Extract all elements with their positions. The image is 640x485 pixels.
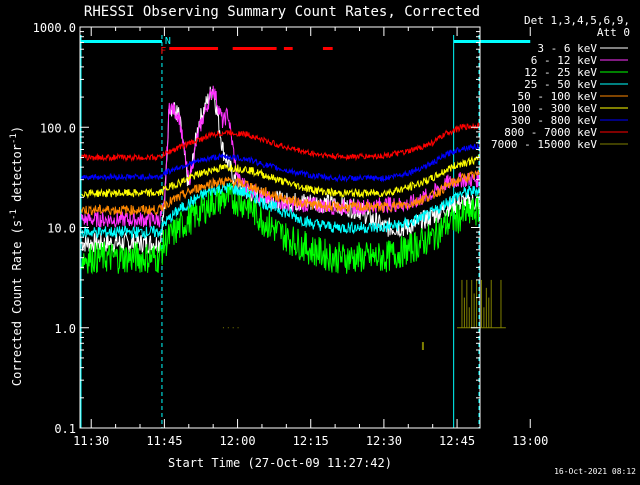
legend-label-8: 7000 - 15000 keV [491, 138, 597, 151]
x-axis-label: Start Time (27-Oct-09 11:27:42) [168, 456, 392, 470]
legend-label-0: 3 - 6 keV [537, 42, 597, 55]
series-line-0 [81, 86, 480, 255]
flag-label: N [165, 36, 171, 47]
y-axis-label-mid: detector [10, 144, 24, 209]
y-axis-label-end: ) [10, 126, 24, 133]
legend-label-7: 800 - 7000 keV [504, 126, 597, 139]
legend-header-line1: Det 1,3,4,5,6,9, [524, 14, 630, 27]
flare-bar-3 [322, 47, 333, 50]
x-tick-label-0: 11:30 [73, 434, 109, 448]
y-axis-label: Corrected Count Rate (s-1 detector-1) [9, 126, 24, 386]
y-tick-label-4: 0.1 [54, 422, 76, 436]
flare-bar-2 [283, 47, 293, 50]
x-tick-label-4: 12:30 [366, 434, 402, 448]
x-tick-label-3: 12:15 [293, 434, 329, 448]
legend-label-5: 100 - 300 keV [511, 102, 597, 115]
y-tick-label-3: 1.0 [54, 322, 76, 336]
series-line-3 [81, 182, 480, 240]
series-line-1 [81, 85, 480, 228]
background-dot-1 [227, 327, 229, 329]
footer-timestamp: 16-Oct-2021 08:12 [554, 467, 636, 476]
series-line-2 [81, 182, 480, 275]
attenuator-bar-1 [453, 40, 531, 43]
flare-bar-0 [169, 47, 219, 50]
x-tick-label-1: 11:45 [146, 434, 182, 448]
y-axis-label-sup2: -1 [9, 133, 19, 144]
series-line-6 [81, 143, 480, 183]
x-tick-label-6: 13:00 [512, 434, 548, 448]
legend-label-3: 25 - 50 keV [524, 78, 597, 91]
legend-label-4: 50 - 100 keV [518, 90, 598, 103]
legend-label-1: 6 - 12 keV [531, 54, 598, 67]
legend-label-6: 300 - 800 keV [511, 114, 597, 127]
background-dot-3 [237, 327, 239, 329]
chart-title: RHESSI Observing Summary Count Rates, Co… [84, 4, 480, 20]
legend-header-line2: Att 0 [597, 26, 630, 39]
x-tick-label-5: 12:45 [439, 434, 475, 448]
background-dot-0 [222, 327, 224, 329]
series-line-7 [81, 121, 480, 163]
x-tick-label-2: 12:00 [219, 434, 255, 448]
series-line-5 [81, 154, 480, 200]
background-dot-2 [232, 327, 234, 329]
flare-label: F [160, 46, 166, 57]
y-tick-label-2: 10.0 [47, 222, 76, 236]
y-axis-label-main: Corrected Count Rate (s [10, 220, 24, 386]
attenuator-bar-0 [81, 40, 162, 43]
plot-frame [79, 26, 481, 429]
series-line-4 [81, 170, 480, 217]
y-tick-label-1: 100.0 [40, 121, 76, 135]
legend-label-2: 12 - 25 keV [524, 66, 597, 79]
y-axis-label-sup1: -1 [9, 209, 19, 220]
y-tick-label-0: 1000.0 [33, 21, 76, 35]
flare-bar-1 [232, 47, 277, 50]
